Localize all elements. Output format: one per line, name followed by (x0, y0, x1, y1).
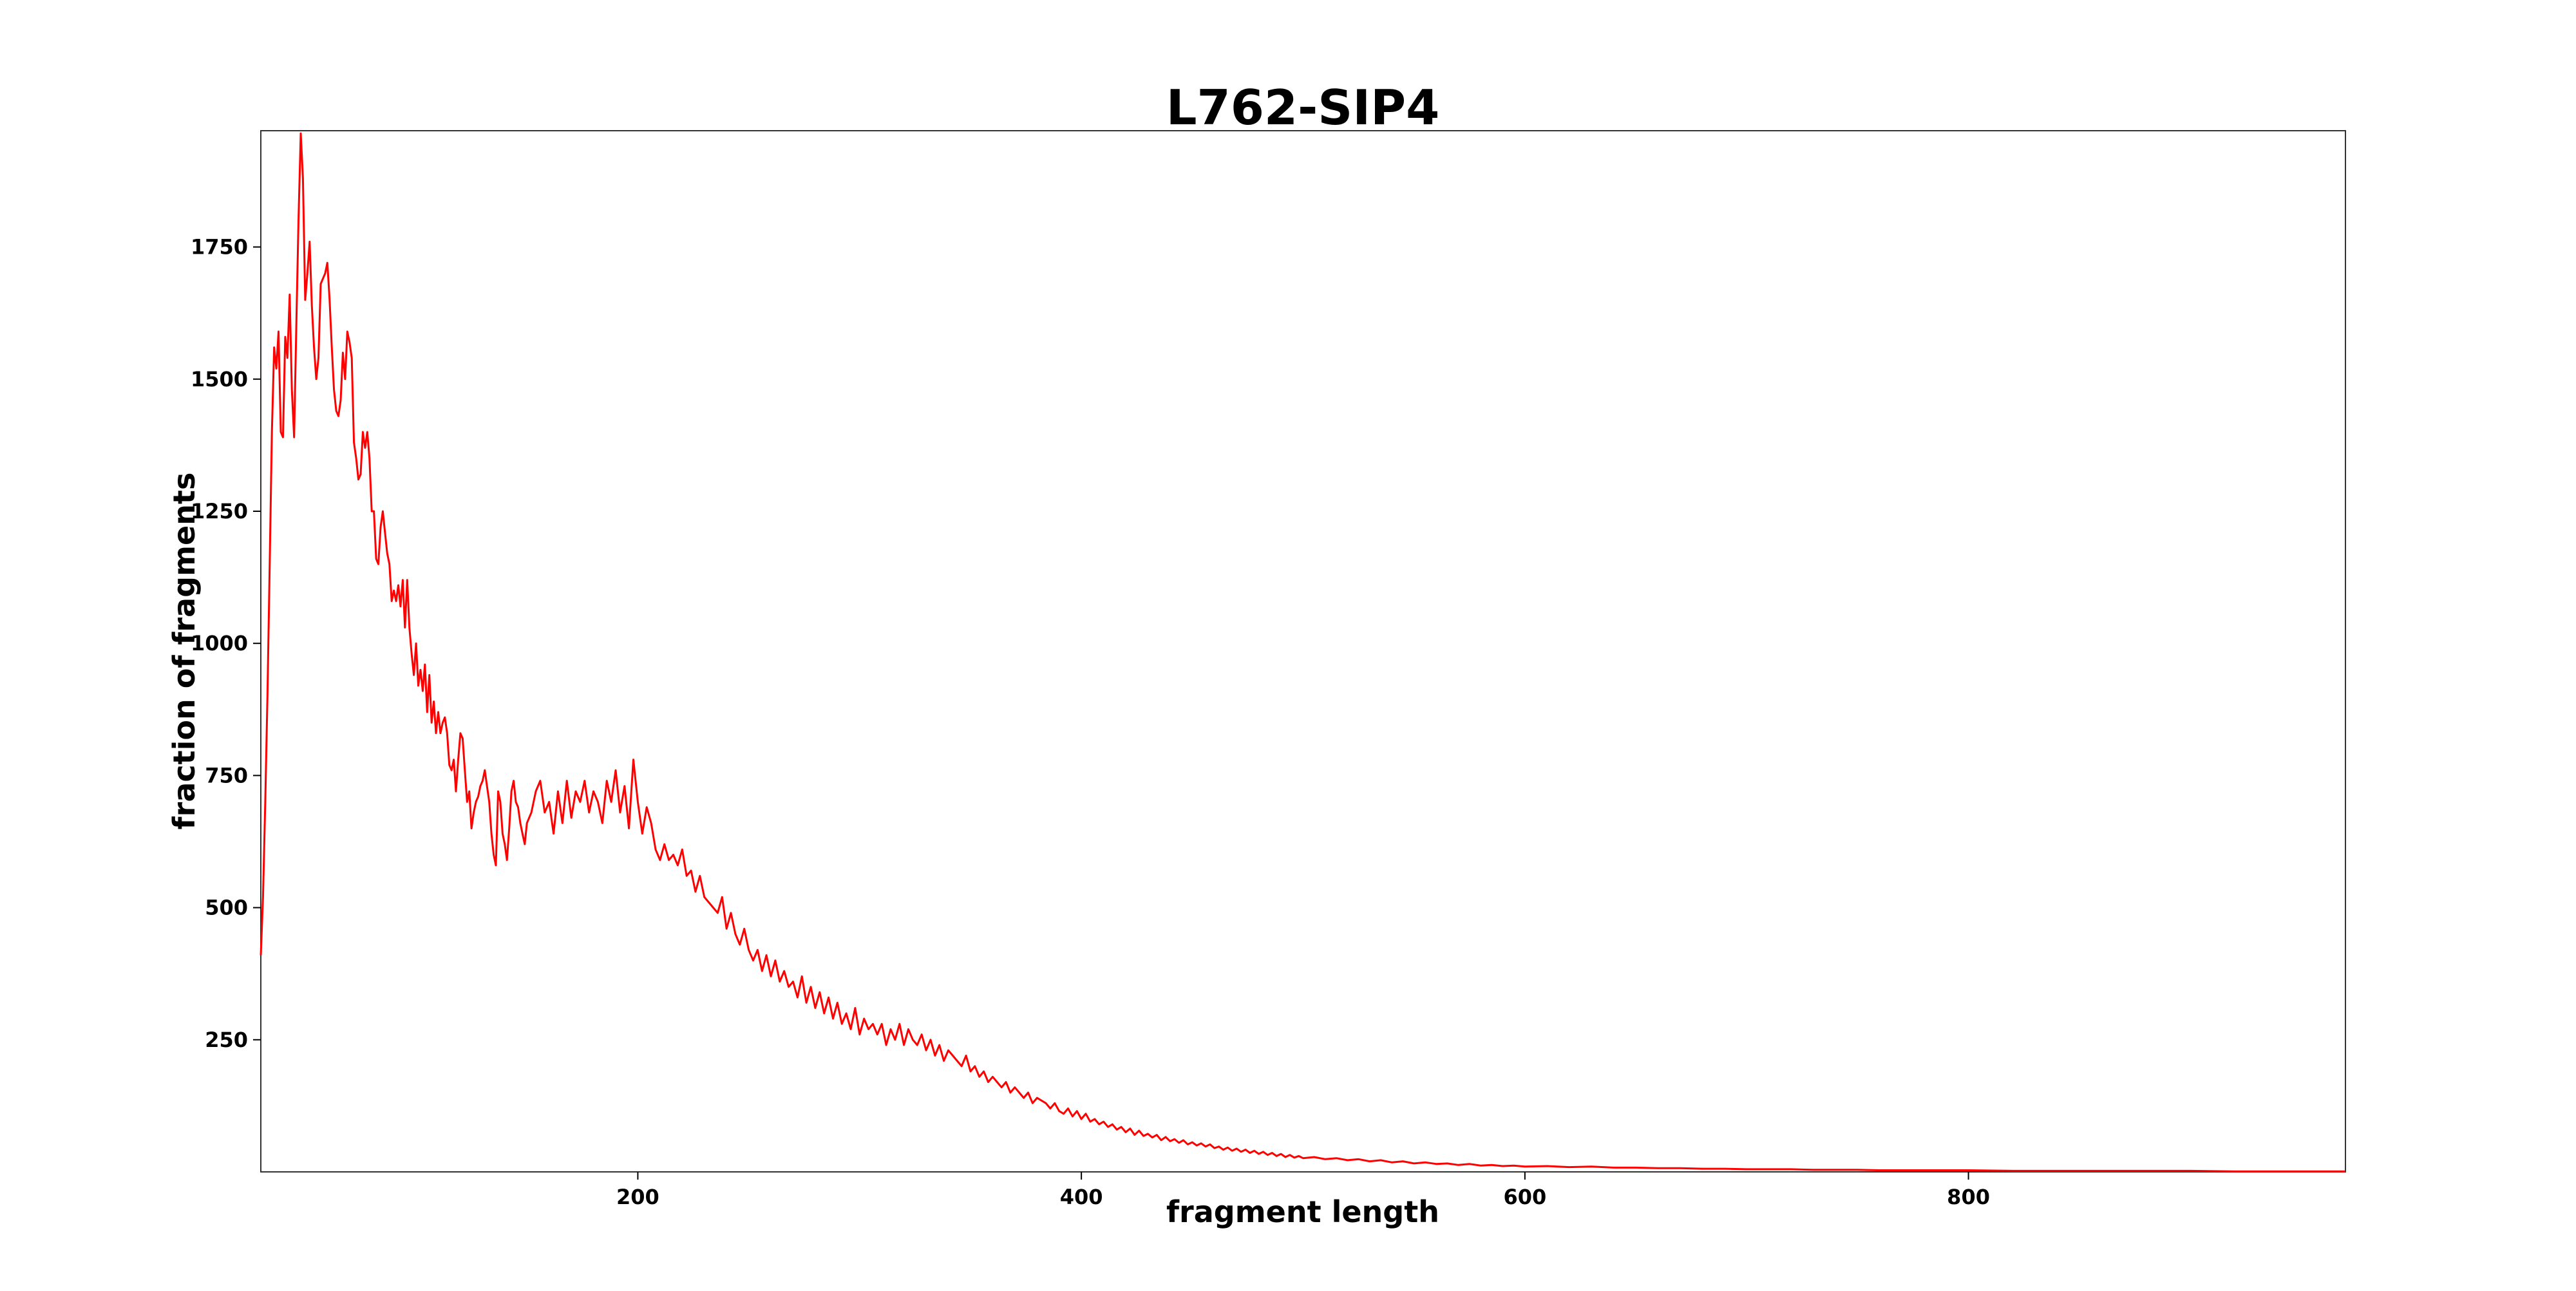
series-layer (260, 132, 2345, 1173)
x-tick-label: 800 (1947, 1185, 1990, 1209)
y-tick-label: 1500 (191, 367, 248, 391)
y-axis-label: fraction of fragments (167, 473, 202, 830)
series-line (260, 132, 2345, 1173)
y-tick-label: 1250 (191, 499, 248, 523)
plot-frame (260, 130, 2346, 1173)
y-tick-label: 1000 (191, 631, 248, 655)
y-tick-label: 250 (205, 1028, 248, 1052)
x-axis-label: fragment length (1166, 1194, 1439, 1229)
y-tick-label: 750 (205, 763, 248, 787)
chart-title: L762-SIP4 (1166, 79, 1440, 136)
x-tick-label: 200 (616, 1185, 659, 1209)
x-tick-label: 400 (1060, 1185, 1103, 1209)
y-axis: 250 500 750 1000 1250 1500 1750 (191, 235, 261, 1052)
y-tick-label: 500 (205, 896, 248, 920)
x-tick-label: 600 (1503, 1185, 1546, 1209)
y-tick-label: 1750 (191, 235, 248, 259)
x-axis: 200 400 600 800 (616, 1172, 1990, 1209)
